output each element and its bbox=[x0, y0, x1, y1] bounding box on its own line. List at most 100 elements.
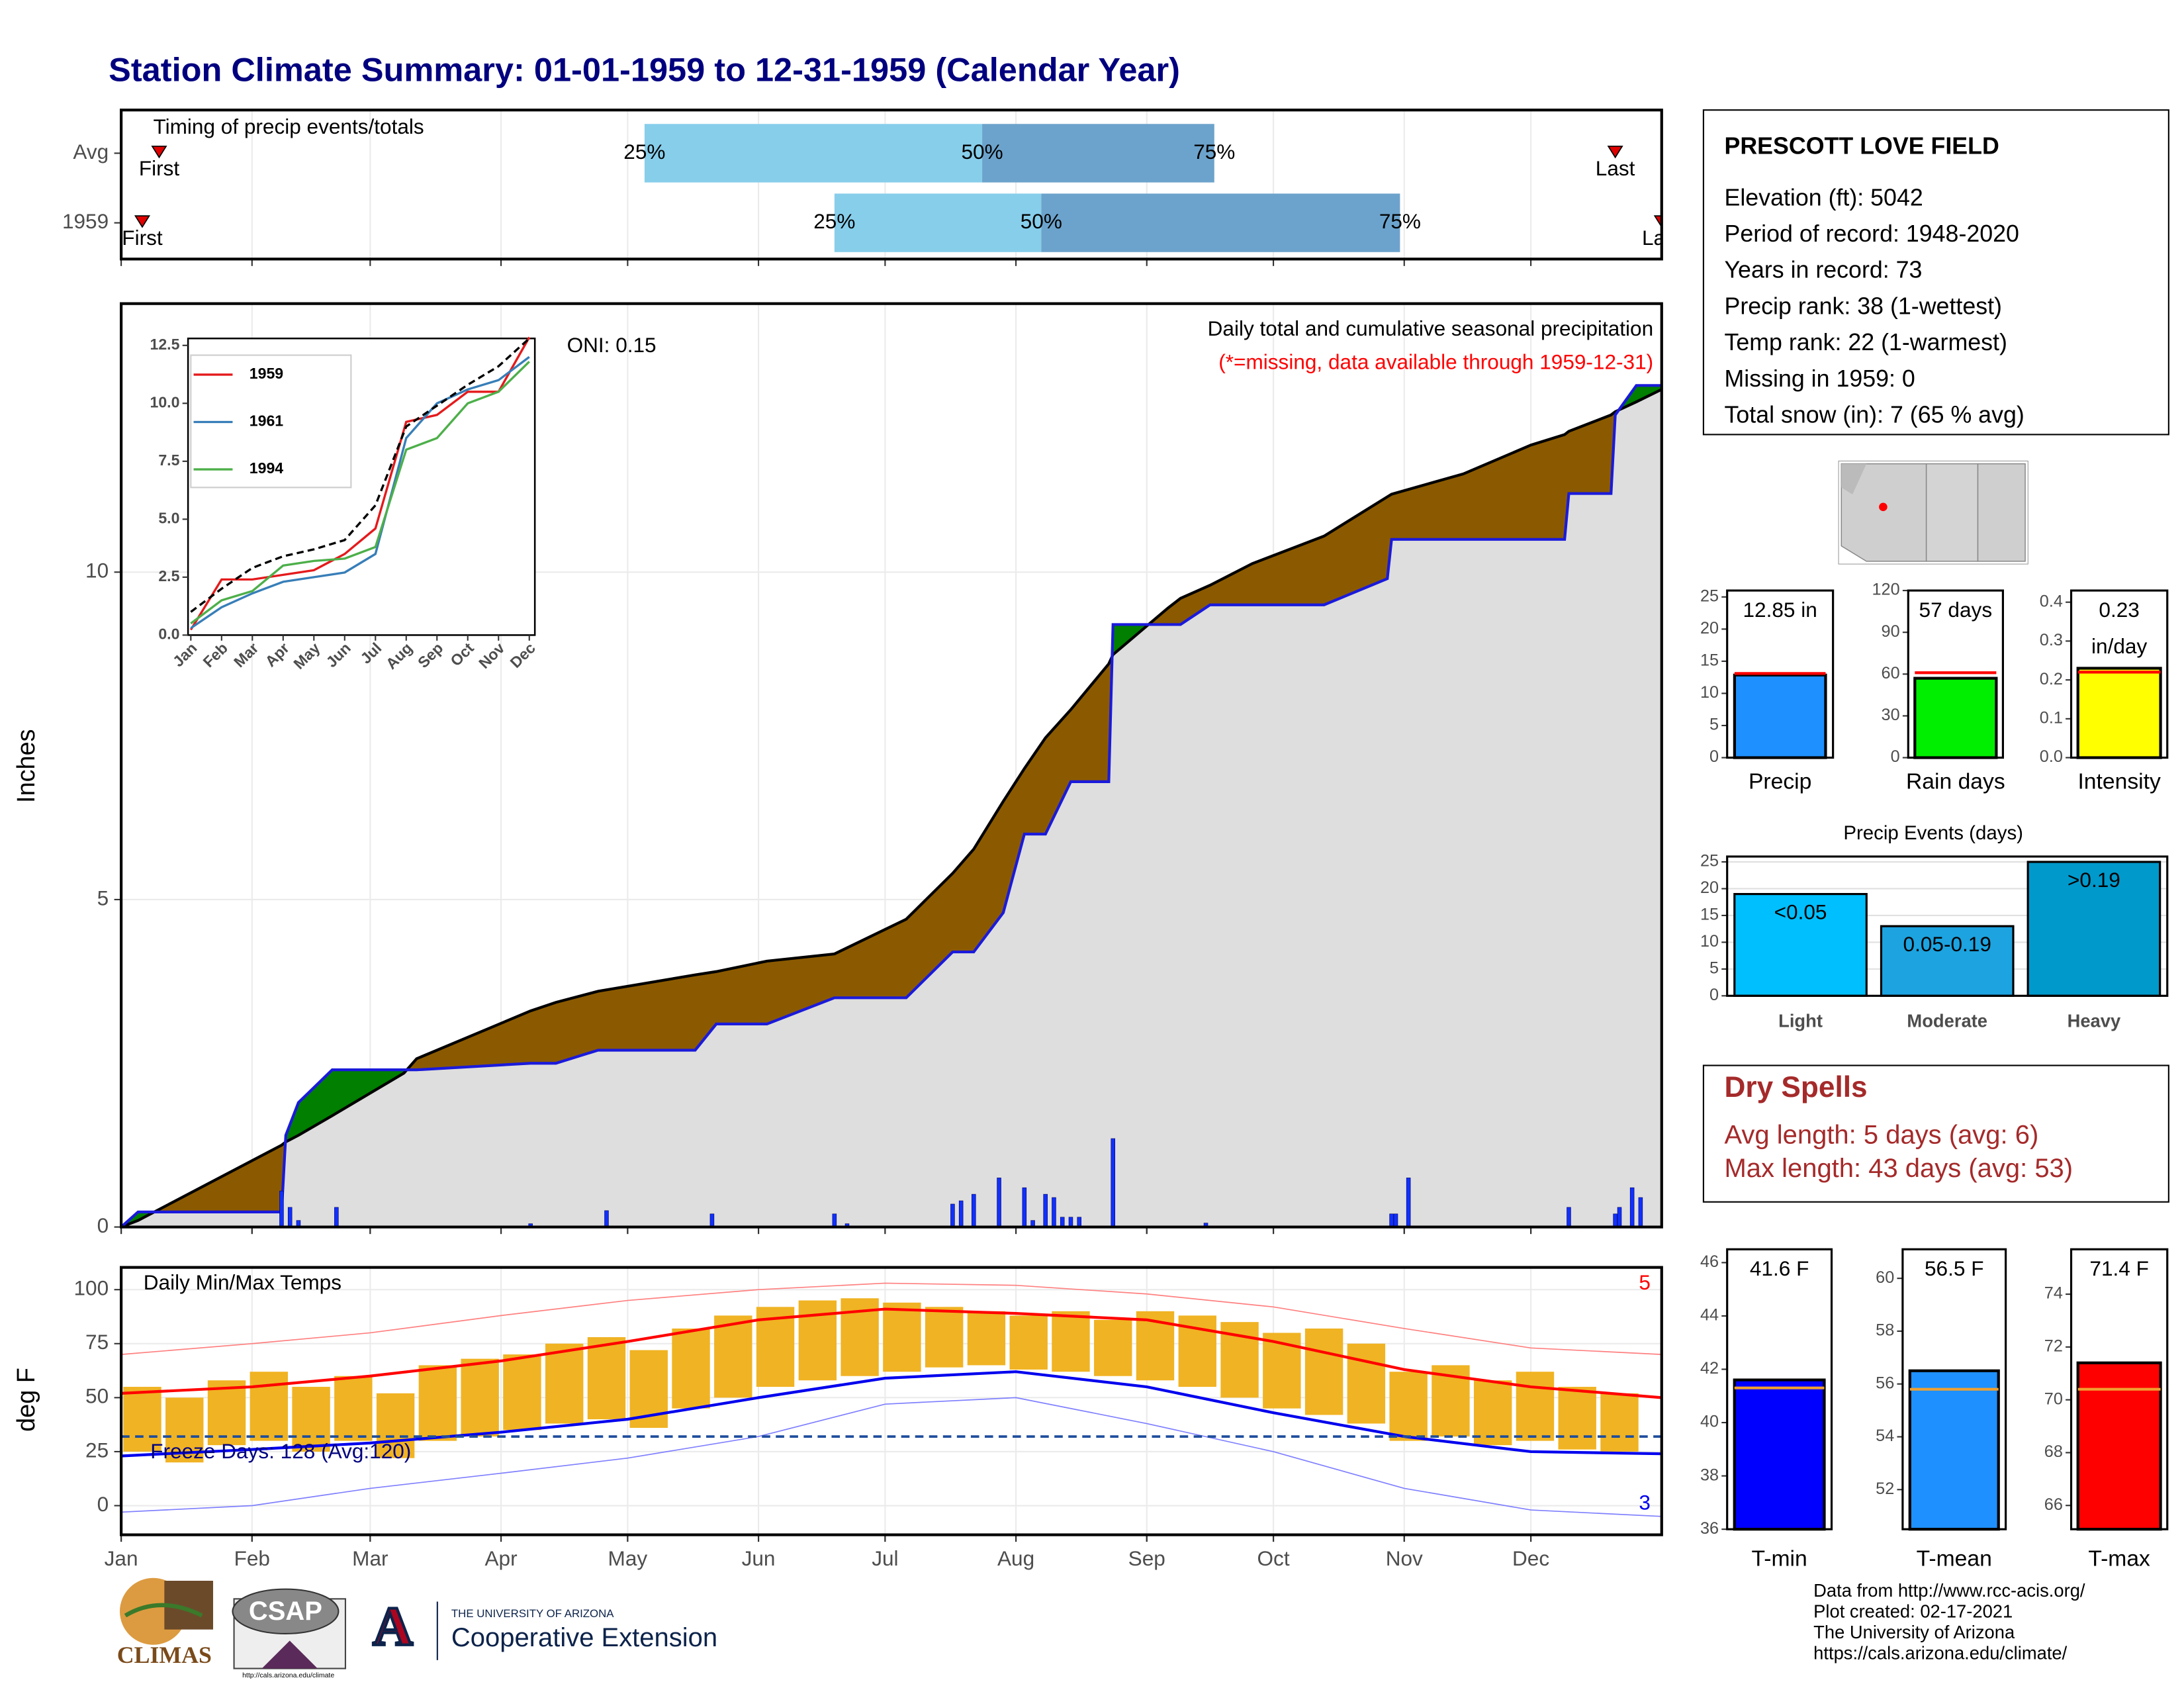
logo-climas: CLIMAS bbox=[117, 1642, 212, 1668]
temp-range-bar bbox=[1304, 1328, 1343, 1415]
event-marker bbox=[1653, 215, 1662, 228]
daily-bar bbox=[1060, 1217, 1065, 1227]
dry-spells-line: Avg length: 5 days (avg: 6) bbox=[1724, 1120, 2038, 1149]
inset-line bbox=[190, 355, 530, 630]
panel-frame bbox=[119, 109, 1663, 261]
daily-bar bbox=[958, 1200, 964, 1227]
temp-range-bar bbox=[334, 1376, 373, 1441]
daily-bar bbox=[1393, 1213, 1398, 1227]
value-label: 56.5 F bbox=[1924, 1257, 1984, 1282]
y-tick-label: 0.4 bbox=[2040, 592, 2063, 610]
x-tick-label: Feb bbox=[234, 1546, 270, 1570]
timing-rows: 25% 50% 75% First Last 25% 50% 75% First Last bbox=[122, 124, 1682, 252]
temp-range-bar bbox=[1558, 1387, 1596, 1450]
record-low-count: 3 bbox=[1639, 1491, 1651, 1515]
dry-spells-box bbox=[1702, 1064, 2169, 1203]
temp-range-bar bbox=[1052, 1311, 1090, 1372]
event-label: First bbox=[122, 226, 163, 250]
y-tick-label: 0.0 bbox=[158, 626, 179, 643]
logo-extension: Cooperative Extension bbox=[451, 1623, 717, 1652]
page-title: Station Climate Summary: 01-01-1959 to 1… bbox=[109, 51, 1180, 89]
daily-bar bbox=[950, 1203, 955, 1227]
y-tick-label: 10 bbox=[1700, 932, 1719, 951]
y-tick-label: 46 bbox=[1700, 1252, 1719, 1271]
oni-label: ONI: 0.15 bbox=[567, 333, 657, 357]
temp-range-bar bbox=[250, 1372, 288, 1441]
y-tick-label: 42 bbox=[1700, 1359, 1719, 1378]
station-box bbox=[1702, 109, 2169, 436]
footer-line: Data from http://www.rcc-acis.org/ bbox=[1813, 1580, 2085, 1601]
value-label: 0.23 in/day bbox=[2091, 598, 2148, 659]
station-line: Period of record: 1948-2020 bbox=[1724, 220, 2019, 247]
value-label: 57 days bbox=[1919, 598, 1993, 623]
y-tick-label: 5 bbox=[97, 886, 109, 910]
logo-csap-url: http://cals.arizona.edu/climate bbox=[242, 1671, 334, 1679]
temp-range-bar bbox=[461, 1358, 499, 1437]
category-label: T-mean bbox=[1917, 1546, 1992, 1571]
event-label: Last bbox=[1642, 226, 1682, 250]
y-tick-label: 74 bbox=[2044, 1284, 2063, 1303]
y-tick-label: 25 bbox=[85, 1438, 109, 1462]
daily-bar bbox=[1022, 1187, 1027, 1227]
footer-line: Plot created: 02-17-2021 bbox=[1813, 1601, 2013, 1622]
daily-bar bbox=[1052, 1197, 1056, 1227]
temp-range-bar bbox=[1347, 1343, 1386, 1424]
daily-bar bbox=[1617, 1207, 1622, 1227]
y-axis-title: deg F bbox=[13, 1368, 40, 1432]
daily-bar bbox=[604, 1210, 609, 1227]
x-tick-label: Aug bbox=[997, 1546, 1034, 1570]
x-tick-label: Jun bbox=[742, 1546, 776, 1570]
panel-annotation: Daily total and cumulative seasonal prec… bbox=[1208, 316, 1653, 340]
category-label: Rain days bbox=[1906, 769, 2005, 794]
panel-frame bbox=[119, 1266, 1663, 1536]
x-tick-label: Dec bbox=[1512, 1546, 1549, 1570]
y-tick-label: 5 bbox=[1709, 716, 1719, 734]
y-tick-label: 58 bbox=[1876, 1321, 1894, 1340]
footer-line: The University of Arizona bbox=[1813, 1622, 2015, 1642]
record-high-count: 5 bbox=[1639, 1270, 1651, 1294]
y-tick-label: 38 bbox=[1700, 1466, 1719, 1484]
y-tick-label: 0 bbox=[1709, 747, 1719, 766]
temp-range-bar bbox=[883, 1302, 921, 1372]
temp-range-bar bbox=[418, 1365, 457, 1441]
timing-bar bbox=[644, 124, 983, 183]
y-tick-label: 5 bbox=[1709, 959, 1719, 978]
y-tick-label: 36 bbox=[1700, 1519, 1719, 1538]
temp-range-bar bbox=[1009, 1315, 1048, 1370]
x-tick-label: Oct bbox=[1257, 1546, 1290, 1570]
daily-bar bbox=[1389, 1213, 1394, 1227]
temp-line bbox=[120, 1307, 1662, 1399]
category-label: T-min bbox=[1752, 1546, 1807, 1571]
footer-line: https://cals.arizona.edu/climate/ bbox=[1813, 1643, 2067, 1664]
temp-range-bar bbox=[503, 1354, 541, 1430]
panel-frame bbox=[1907, 589, 2004, 759]
y-tick-label: 0.0 bbox=[2040, 747, 2063, 766]
panel-frame bbox=[1726, 589, 1835, 759]
y-tick-label: 72 bbox=[2044, 1337, 2063, 1356]
panel-note: (*=missing, data available through 1959-… bbox=[1218, 350, 1653, 373]
base-area bbox=[121, 389, 1662, 1227]
daily-bar bbox=[1111, 1138, 1116, 1227]
y-tick-label: 60 bbox=[1882, 664, 1900, 682]
freeze-note: Freeze Days: 128 (Avg:120) bbox=[150, 1439, 411, 1463]
inset-line bbox=[189, 336, 531, 631]
daily-bar bbox=[709, 1213, 715, 1227]
y-tick-label: 20 bbox=[1700, 878, 1719, 897]
value-label-box: 41.6 F bbox=[1750, 1258, 1809, 1282]
station-line: Total snow (in): 7 (65 % avg) bbox=[1724, 402, 2024, 428]
category-label: Moderate bbox=[1907, 1011, 1987, 1031]
category-label: Intensity bbox=[2077, 769, 2161, 794]
y-tick-label: 120 bbox=[1872, 581, 1900, 599]
y-tick-label: 5.0 bbox=[158, 509, 179, 526]
event-label: First bbox=[139, 156, 180, 180]
bar bbox=[2076, 667, 2162, 759]
station-line: Elevation (ft): 5042 bbox=[1724, 184, 1923, 211]
y-tick-label: 60 bbox=[1876, 1268, 1894, 1287]
value-label: 71.4 F bbox=[2089, 1257, 2149, 1282]
timing-bar bbox=[834, 193, 1042, 252]
bar bbox=[1733, 1378, 1826, 1531]
x-tick-label: Mar bbox=[352, 1546, 388, 1570]
x-tick-label: Apr bbox=[484, 1546, 517, 1570]
bar bbox=[1908, 1369, 2000, 1531]
bar bbox=[1880, 925, 2015, 997]
